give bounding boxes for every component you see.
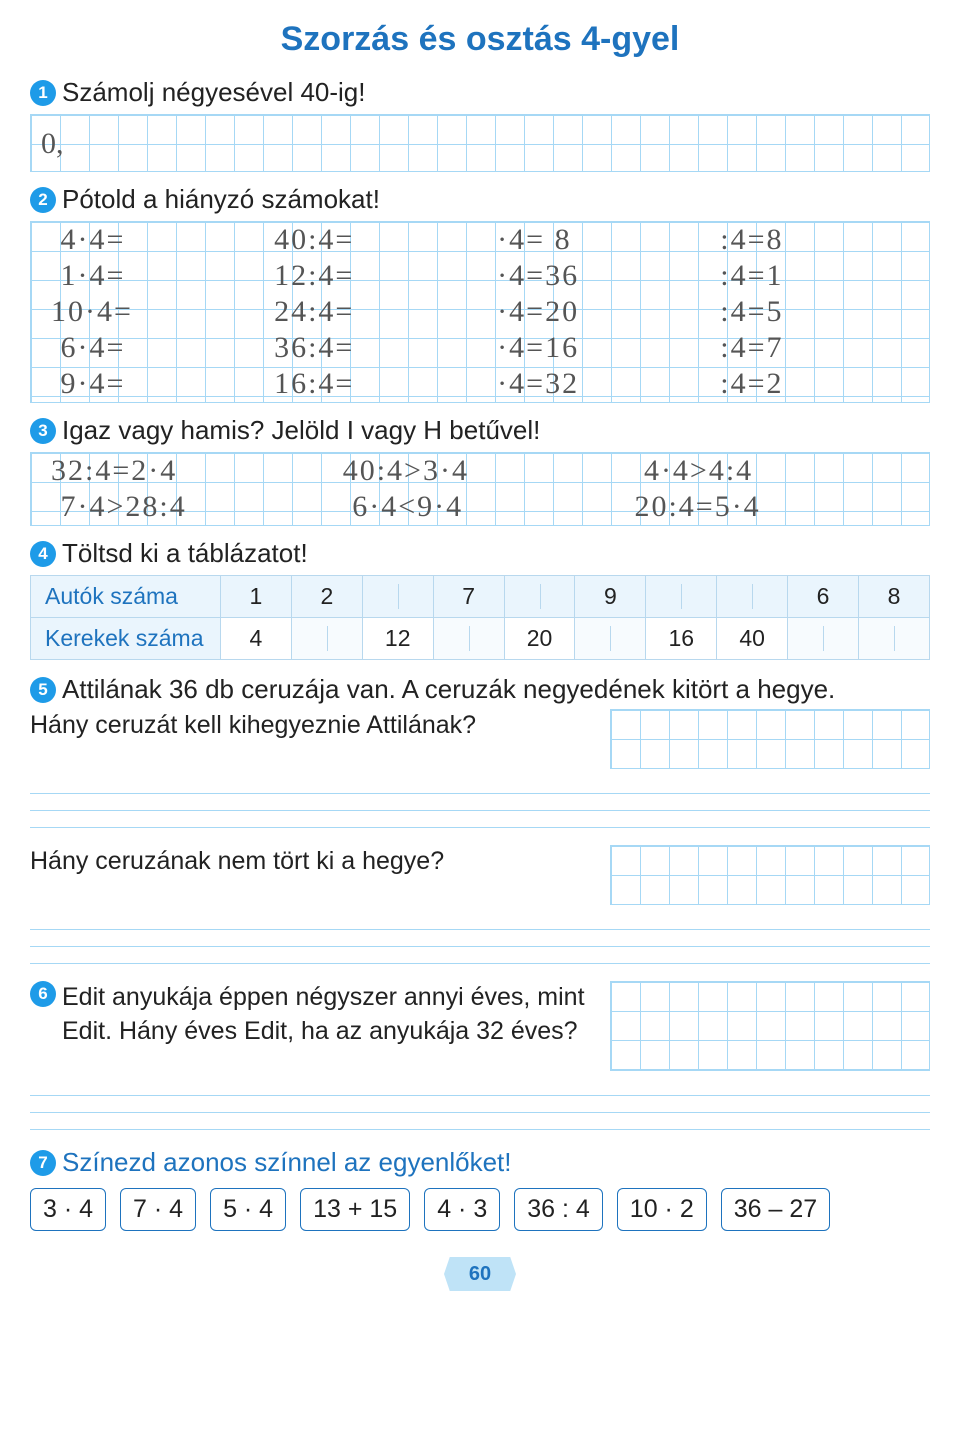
task-7-boxes: 3 · 4 7 · 4 5 · 4 13 + 15 4 · 3 36 : 4 1…: [30, 1188, 930, 1231]
eq: 7·4>28:4: [51, 490, 326, 524]
page-number: 60: [444, 1257, 516, 1291]
task-2-instr: Pótold a hiányzó számokat!: [62, 184, 380, 215]
eq: 36:4=: [274, 331, 463, 365]
table-row: Autók száma 1 2 7 9 6 8: [31, 576, 930, 618]
task-4-instr: Töltsd ki a táblázatot!: [62, 538, 308, 569]
eq: 12:4=: [274, 259, 463, 293]
cell[interactable]: [504, 576, 575, 618]
eq: 10·4=: [51, 295, 240, 329]
task-5-work-grid-2[interactable]: [610, 845, 930, 905]
task-6-bullet: 6: [30, 981, 56, 1007]
task-6-text: Edit anyukája éppen négyszer annyi éves,…: [62, 981, 594, 1049]
cell[interactable]: [788, 618, 859, 660]
task-6: 6 Edit anyukája éppen négyszer annyi éve…: [30, 981, 930, 1133]
task-5-answer-lines-1[interactable]: [30, 777, 930, 831]
task-5-bullet: 5: [30, 677, 56, 703]
expr-box[interactable]: 36 – 27: [721, 1188, 830, 1231]
eq: 6·4<9·4: [343, 490, 618, 524]
task-7: 7 Színezd azonos színnel az egyenlőket! …: [30, 1147, 930, 1231]
task-1-grid[interactable]: 0,: [30, 114, 930, 172]
task-5: 5 Attilának 36 db ceruzája van. A ceruzá…: [30, 674, 930, 967]
expr-box[interactable]: 3 · 4: [30, 1188, 106, 1231]
eq: ·4=20: [497, 295, 686, 329]
task-3: 3 Igaz vagy hamis? Jelöld I vagy H betűv…: [30, 415, 930, 526]
expr-box[interactable]: 4 · 3: [424, 1188, 500, 1231]
expr-box[interactable]: 5 · 4: [210, 1188, 286, 1231]
task-5-line1: Attilának 36 db ceruzája van. A ceruzák …: [62, 674, 835, 705]
eq: 1·4=: [51, 259, 240, 293]
task-5-q1: Hány ceruzát kell kihegyeznie Attilának?: [30, 709, 594, 743]
cell[interactable]: 20: [504, 618, 575, 660]
row-header-wheels: Kerekek száma: [31, 618, 221, 660]
task-2: 2 Pótold a hiányzó számokat! 4·4= 40:4= ·4…: [30, 184, 930, 403]
task-7-bullet: 7: [30, 1150, 56, 1176]
cell[interactable]: [433, 618, 504, 660]
eq: ·4= 8: [497, 223, 686, 257]
task-3-instr: Igaz vagy hamis? Jelöld I vagy H betűvel…: [62, 415, 540, 446]
expr-box[interactable]: 36 : 4: [514, 1188, 603, 1231]
cell[interactable]: [291, 618, 362, 660]
task-6-work-grid[interactable]: [610, 981, 930, 1071]
cell[interactable]: [575, 618, 646, 660]
eq: ·4=36: [497, 259, 686, 293]
task-4-table[interactable]: Autók száma 1 2 7 9 6 8 Kerekek száma 4: [30, 575, 930, 660]
task-5-answer-lines-2[interactable]: [30, 913, 930, 967]
task-1-bullet: 1: [30, 80, 56, 106]
cell[interactable]: 12: [362, 618, 433, 660]
eq: ·4=16: [497, 331, 686, 365]
cell[interactable]: 16: [646, 618, 717, 660]
eq: 9·4=: [51, 367, 240, 401]
cell[interactable]: [717, 576, 788, 618]
task-5-work-grid-1[interactable]: [610, 709, 930, 769]
task-6-answer-lines[interactable]: [30, 1079, 930, 1133]
eq: :4=2: [720, 367, 909, 401]
eq: 20:4=5·4: [634, 490, 909, 524]
task-4-bullet: 4: [30, 541, 56, 567]
expr-box[interactable]: 7 · 4: [120, 1188, 196, 1231]
task-2-grid[interactable]: 4·4= 40:4= ·4= 8 :4=8 1·4= 12:4= ·4=36 :4=1 10…: [30, 221, 930, 403]
cell[interactable]: [362, 576, 433, 618]
eq: 40:4=: [274, 223, 463, 257]
eq: ·4=32: [497, 367, 686, 401]
cell[interactable]: 8: [859, 576, 930, 618]
cell[interactable]: 9: [575, 576, 646, 618]
task-1: 1 Számolj négyesével 40-ig! 0,: [30, 77, 930, 172]
task-3-bullet: 3: [30, 418, 56, 444]
eq: 32:4=2·4: [51, 454, 326, 488]
task-1-instr: Számolj négyesével 40-ig!: [62, 77, 366, 108]
task-7-instr: Színezd azonos színnel az egyenlőket!: [62, 1147, 512, 1178]
eq: :4=7: [720, 331, 909, 365]
task-4: 4 Töltsd ki a táblázatot! Autók száma 1 …: [30, 538, 930, 660]
page-title: Szorzás és osztás 4-gyel: [30, 20, 930, 59]
eq: 6·4=: [51, 331, 240, 365]
eq: 24:4=: [274, 295, 463, 329]
cell[interactable]: [859, 618, 930, 660]
eq: 16:4=: [274, 367, 463, 401]
cell[interactable]: 2: [291, 576, 362, 618]
task-3-grid[interactable]: 32:4=2·4 40:4>3·4 4·4>4:4 7·4>28:4 6·4<9·…: [30, 452, 930, 526]
expr-box[interactable]: 13 + 15: [300, 1188, 410, 1231]
row-header-cars: Autók száma: [31, 576, 221, 618]
eq: :4=1: [720, 259, 909, 293]
cell[interactable]: 4: [221, 618, 292, 660]
expr-box[interactable]: 10 · 2: [617, 1188, 707, 1231]
task-2-bullet: 2: [30, 187, 56, 213]
cell[interactable]: 6: [788, 576, 859, 618]
table-row: Kerekek száma 4 12 20 16 40: [31, 618, 930, 660]
cell[interactable]: 1: [221, 576, 292, 618]
cell[interactable]: 7: [433, 576, 504, 618]
cell[interactable]: [646, 576, 717, 618]
eq: 4·4>4:4: [634, 454, 909, 488]
eq: :4=8: [720, 223, 909, 257]
cell[interactable]: 40: [717, 618, 788, 660]
eq: :4=5: [720, 295, 909, 329]
eq: 40:4>3·4: [343, 454, 618, 488]
eq: 4·4=: [51, 223, 240, 257]
task-5-q2: Hány ceruzának nem tört ki a hegye?: [30, 845, 594, 879]
